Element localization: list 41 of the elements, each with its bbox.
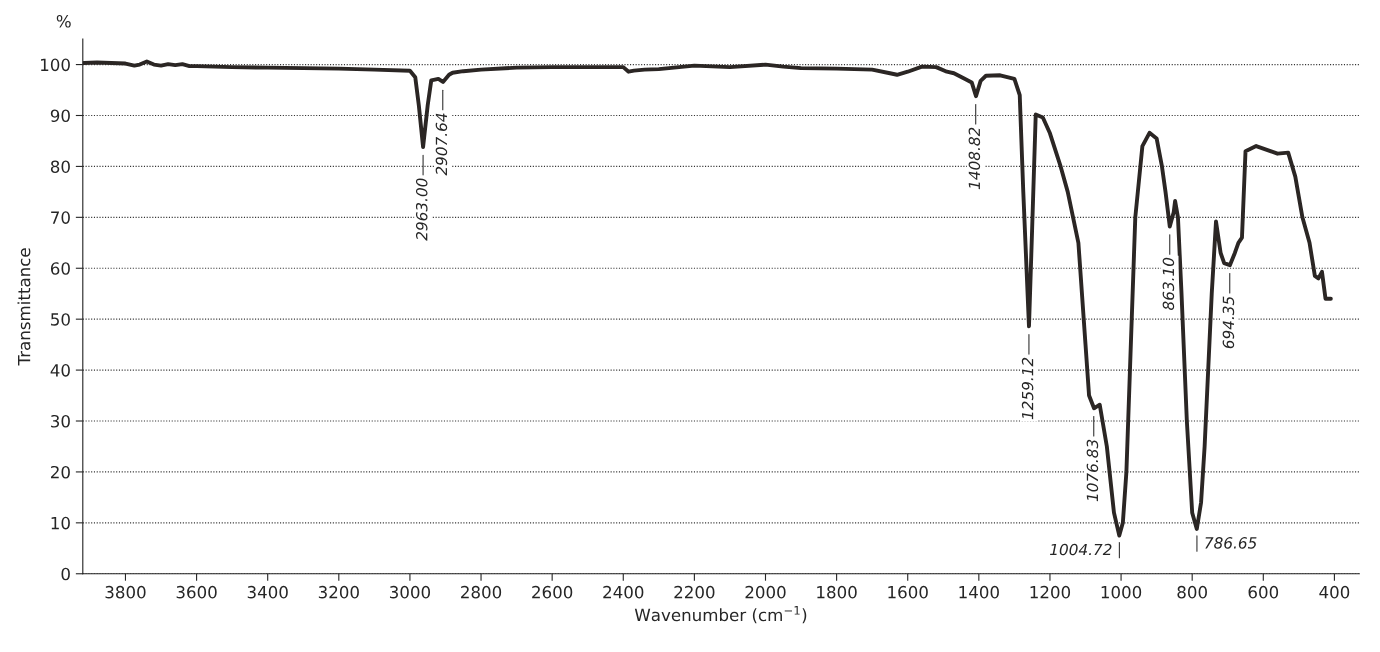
x-tick-label: 2800	[461, 585, 502, 599]
y-tick-label: 20	[51, 465, 70, 479]
y-tick-label: 0	[61, 567, 70, 581]
annotation: 1259.12	[1021, 357, 1034, 420]
x-tick-label: 800	[1177, 585, 1207, 599]
y-tick-label: 80	[50, 160, 70, 173]
x-tick-label: 2200	[674, 585, 715, 599]
x-tick-label: 1000	[1101, 585, 1142, 599]
y-axis-title: Transmittance	[17, 248, 31, 366]
x-tick-label: 600	[1248, 585, 1279, 599]
annotation: 863.10	[1162, 257, 1175, 310]
x-tick-label: 3800	[105, 585, 146, 599]
annotation: 1004.72	[1050, 543, 1112, 556]
x-tick-label: 3600	[176, 585, 217, 599]
annotation: 2907.64	[435, 113, 448, 176]
x-tick-label: 1800	[817, 585, 857, 599]
y-tick-label: 60	[50, 262, 70, 275]
x-tick-label: 1200	[1030, 585, 1071, 599]
y-tick-label: 90	[50, 109, 70, 123]
x-tick-label: 2600	[532, 585, 573, 599]
y-tick-label: 70	[51, 211, 70, 224]
x-tick-label: 3200	[318, 585, 359, 599]
annotation: 1076.83	[1086, 439, 1099, 502]
x-tick-label: 1400	[959, 585, 999, 599]
x-tick-label: 3400	[247, 585, 288, 599]
annotation: 2963.00	[415, 178, 428, 241]
annotation: 694.35	[1222, 296, 1235, 349]
annotation: 1408.82	[968, 127, 981, 190]
x-axis-title: Wavenumber (cm$^{−1}$)	[634, 606, 807, 624]
text: %	[56, 14, 71, 28]
y-tick-label: 30	[51, 414, 70, 428]
y-tick-label: 40	[50, 364, 70, 377]
y-tick-label: 100	[41, 58, 70, 72]
y-tick-label: 10	[51, 516, 70, 530]
x-tick-label: 1600	[888, 585, 928, 599]
x-tick-label: 2000	[745, 585, 786, 599]
x-tick-label: 3000	[389, 585, 431, 599]
y-tick-label: 50	[51, 313, 70, 326]
x-tick-label: 2400	[603, 585, 644, 599]
x-tick-label: 400	[1319, 585, 1350, 599]
annotation: 786.65	[1205, 537, 1257, 549]
